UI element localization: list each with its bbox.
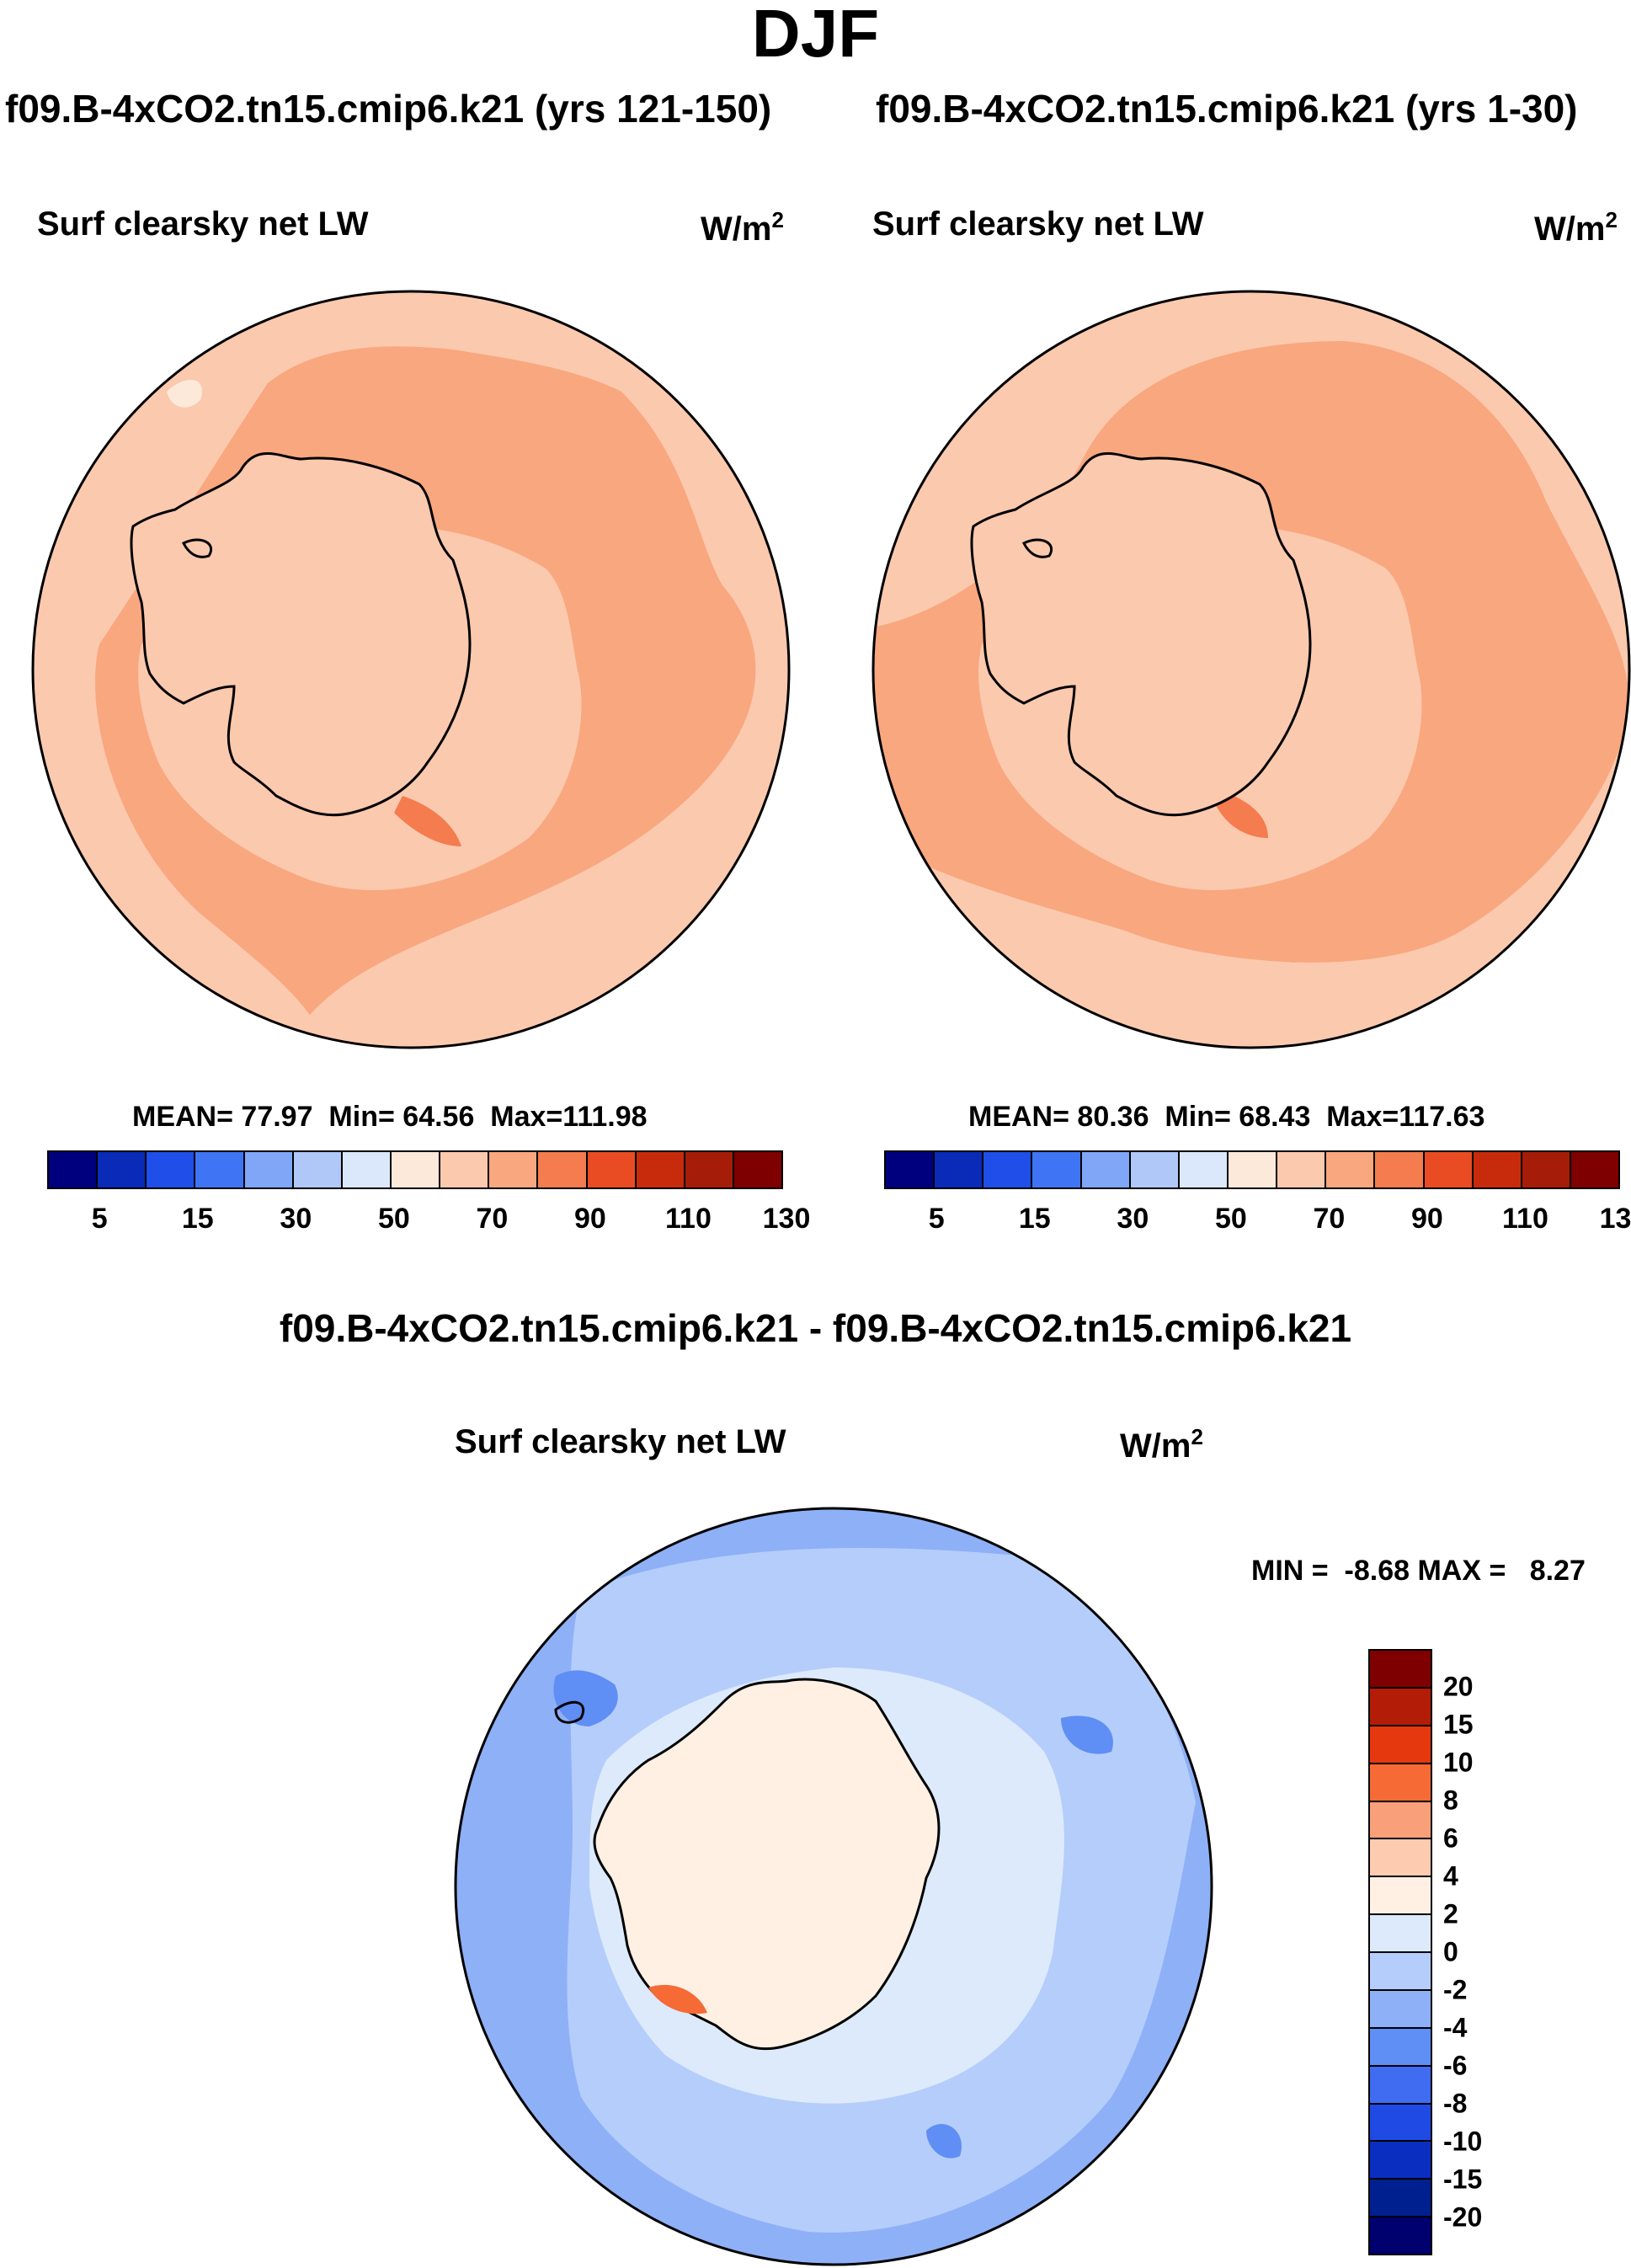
diff-minmax: MIN = -8.68 MAX = 8.27 [1251, 1555, 1586, 1587]
panel1-colorbar-swatch [244, 1152, 294, 1187]
panel2-unit: W/m2 [1534, 207, 1618, 248]
diff-colorbar-swatch [1370, 2104, 1431, 2143]
panel2-colorbar-swatch [1130, 1152, 1180, 1187]
panel1-colorbar-tick-label: 5 [91, 1203, 108, 1235]
panel1-colorbar [47, 1150, 783, 1189]
panel2-colorbar-ticks: 5 15 30 50 70 90 110 130 [884, 1203, 1631, 1236]
panel2-colorbar-swatch [1032, 1152, 1082, 1187]
panel2-colorbar-tick-label: 30 [1117, 1203, 1149, 1235]
panel2-colorbar-swatch [1375, 1152, 1425, 1187]
diff-colorbar-tick-label: -6 [1443, 2050, 1468, 2081]
diff-colorbar [1368, 1649, 1432, 2255]
panel2-colorbar-swatch [1473, 1152, 1522, 1187]
panel2-colorbar-swatch [983, 1152, 1033, 1187]
diff-colorbar-swatch [1370, 2180, 1431, 2218]
panel2-colorbar-tick-label: 15 [1018, 1203, 1051, 1235]
panel1-colorbar-tick-label: 30 [280, 1203, 312, 1235]
diff-colorbar-tick-label: 20 [1443, 1671, 1474, 1702]
diff-colorbar-swatch [1370, 1877, 1431, 1916]
panel2-colorbar-swatch [935, 1152, 984, 1187]
diff-title: f09.B-4xCO2.tn15.cmip6.k21 - f09.B-4xCO2… [279, 1306, 1352, 1350]
panel1-colorbar-swatch [733, 1152, 782, 1187]
diff-colorbar-tick-label: 10 [1443, 1747, 1474, 1778]
panel2-colorbar-tick-label: 110 [1502, 1203, 1548, 1235]
diff-colorbar-swatch [1370, 1990, 1431, 2029]
panel1-colorbar-swatch [293, 1152, 343, 1187]
panel2-stats: MEAN= 80.36 Min= 68.43 Max=117.63 [968, 1101, 1485, 1133]
panel1-colorbar-tick-label: 15 [181, 1203, 214, 1235]
panel2-colorbar-tick-label: 70 [1313, 1203, 1346, 1235]
diff-colorbar-ticks: 20 15 10 8 6 4 2 0 -2 -4 -6 -8 -10 -15 -20 [1443, 1649, 1511, 2252]
diff-colorbar-swatch [1370, 2066, 1431, 2105]
diff-colorbar-tick-label: -8 [1443, 2088, 1468, 2119]
panel2-colorbar-swatch [886, 1152, 935, 1187]
diff-colorbar-swatch [1370, 1726, 1431, 1764]
panel2-colorbar-swatch [1424, 1152, 1474, 1187]
panel1-colorbar-swatch [587, 1152, 637, 1187]
panel2-colorbar-swatch [1277, 1152, 1327, 1187]
diff-colorbar-swatch [1370, 1839, 1431, 1878]
panel1-colorbar-swatch [636, 1152, 685, 1187]
diff-colorbar-tick-label: -20 [1443, 2201, 1483, 2233]
panel2-variable: Surf clearsky net LW [872, 205, 1204, 243]
diff-polar-map [454, 1507, 1213, 2266]
panel2-polar-map [871, 290, 1631, 1049]
panel2-colorbar-swatch [1228, 1152, 1278, 1187]
diff-colorbar-swatch [1370, 2028, 1431, 2067]
panel1-colorbar-tick-label: 90 [574, 1203, 606, 1235]
diff-colorbar-swatch [1370, 1688, 1431, 1726]
panel1-colorbar-swatch [538, 1152, 588, 1187]
panel1-colorbar-tick-label: 110 [665, 1203, 712, 1235]
panel1-colorbar-tick-label: 50 [377, 1203, 410, 1235]
panel1-colorbar-tick-label: 130 [762, 1203, 811, 1235]
panel1-colorbar-tick-label: 70 [476, 1203, 509, 1235]
panel1-colorbar-swatch [147, 1152, 196, 1187]
diff-colorbar-tick-label: 0 [1443, 1936, 1458, 1967]
diff-unit: W/m2 [1120, 1424, 1203, 1465]
panel2-colorbar-tick-label: 130 [1599, 1203, 1631, 1235]
diff-colorbar-swatch [1370, 1953, 1431, 1991]
panel1-case-title: f09.B-4xCO2.tn15.cmip6.k21 (yrs 121-150) [5, 87, 772, 131]
diff-colorbar-tick-label: -2 [1443, 1974, 1468, 2005]
diff-colorbar-tick-label: 6 [1443, 1822, 1458, 1854]
diff-colorbar-tick-label: 15 [1443, 1709, 1474, 1740]
diff-colorbar-swatch [1370, 1651, 1431, 1689]
diff-colorbar-tick-label: 2 [1443, 1898, 1458, 1929]
diff-colorbar-tick-label: -4 [1443, 2012, 1468, 2043]
panel2-colorbar-swatch [1179, 1152, 1229, 1187]
diff-colorbar-tick-label: -15 [1443, 2164, 1483, 2195]
panel1-polar-map [31, 290, 791, 1049]
diff-colorbar-tick-label: 8 [1443, 1785, 1458, 1816]
panel2-colorbar [884, 1150, 1620, 1189]
diff-colorbar-swatch [1370, 2142, 1431, 2180]
diff-variable: Surf clearsky net LW [455, 1423, 786, 1460]
panel2-colorbar-swatch [1522, 1152, 1571, 1187]
panel1-colorbar-swatch [98, 1152, 147, 1187]
panel1-colorbar-swatch [391, 1152, 441, 1187]
panel2-case-title: f09.B-4xCO2.tn15.cmip6.k21 (yrs 1-30) [876, 87, 1578, 131]
panel1-variable: Surf clearsky net LW [37, 205, 369, 243]
diff-colorbar-tick-label: 4 [1443, 1860, 1458, 1892]
panel1-stats: MEAN= 77.97 Min= 64.56 Max=111.98 [132, 1101, 648, 1133]
panel2-colorbar-tick-label: 90 [1411, 1203, 1443, 1235]
page-title: DJF [751, 0, 880, 71]
panel2-colorbar-tick-label: 50 [1214, 1203, 1247, 1235]
panel1-colorbar-swatch [49, 1152, 99, 1187]
panel1-colorbar-swatch [685, 1152, 734, 1187]
panel2-colorbar-swatch [1081, 1152, 1131, 1187]
panel1-colorbar-ticks: 5 15 30 50 70 90 110 130 [47, 1203, 811, 1236]
panel1-colorbar-swatch [440, 1152, 490, 1187]
diff-colorbar-swatch [1370, 2217, 1431, 2254]
panel1-unit: W/m2 [701, 207, 784, 248]
panel2-colorbar-swatch [1570, 1152, 1619, 1187]
diff-colorbar-swatch [1370, 1801, 1431, 1840]
diff-colorbar-swatch [1370, 1764, 1431, 1802]
diff-colorbar-swatch [1370, 1915, 1431, 1953]
panel2-colorbar-swatch [1326, 1152, 1376, 1187]
diff-colorbar-tick-label: -10 [1443, 2126, 1483, 2157]
panel2-colorbar-tick-label: 5 [928, 1203, 945, 1235]
panel1-colorbar-swatch [195, 1152, 245, 1187]
panel1-colorbar-swatch [489, 1152, 539, 1187]
panel1-colorbar-swatch [342, 1152, 392, 1187]
